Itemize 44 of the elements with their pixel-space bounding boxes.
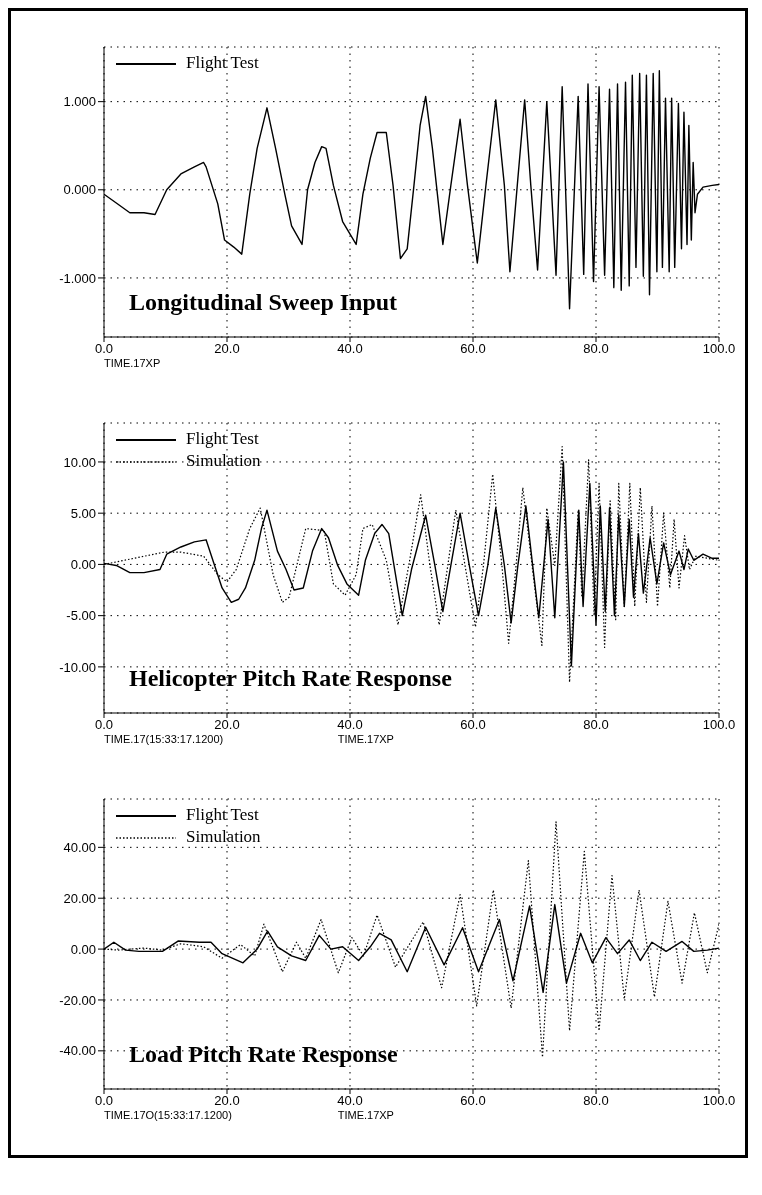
text: Load Pitch Rate Response <box>129 1041 398 1068</box>
x-tick-label: 100.0 <box>702 1093 736 1109</box>
y-tick-label: 5.00 <box>70 505 96 521</box>
text: TIME.17(15:33:17.1200) <box>104 733 224 745</box>
x-tick-label: 0.0 <box>94 1093 114 1109</box>
y-tick-label: 40.00 <box>63 839 96 855</box>
y-tick-label: -40.00 <box>59 1043 96 1059</box>
x-tick-label: 20.0 <box>214 717 240 733</box>
legend-label: Flight Test <box>186 429 259 449</box>
text: Longitudinal Sweep Input <box>129 289 398 316</box>
x-tick-label: 60.0 <box>460 341 486 357</box>
x-tick-label: 20.0 <box>214 1093 240 1109</box>
x-tick-label: 60.0 <box>460 717 486 733</box>
x-tick-label: 60.0 <box>460 1093 486 1109</box>
x-tick-label: 100.0 <box>702 341 736 357</box>
text: TIME.17XP <box>337 1109 394 1121</box>
x-tick-label: 20.0 <box>214 341 240 357</box>
y-tick-label: 20.00 <box>63 890 96 906</box>
text: TIME.17XP <box>104 357 161 369</box>
y-tick-label: 1.000 <box>63 94 96 110</box>
y-tick-label: 0.000 <box>63 182 96 198</box>
text: TIME.17XP <box>337 733 394 745</box>
x-tick-label: 40.0 <box>337 717 363 733</box>
x-tick-label: 40.0 <box>337 341 363 357</box>
y-tick-label: -10.00 <box>59 659 96 675</box>
y-tick-label: 10.00 <box>63 454 96 470</box>
x-tick-label: 80.0 <box>583 717 609 733</box>
x-tick-label: 80.0 <box>583 341 609 357</box>
y-tick-label: 0.00 <box>70 941 96 957</box>
y-tick-label: -20.00 <box>59 992 96 1008</box>
x-tick-label: 0.0 <box>94 341 114 357</box>
legend-label: Simulation <box>186 451 261 471</box>
y-tick-label: 0.00 <box>70 557 96 573</box>
y-tick-label: -5.00 <box>66 608 96 624</box>
y-tick-label: -1.000 <box>59 270 96 286</box>
legend-label: Flight Test <box>186 805 259 825</box>
legend-label: Simulation <box>186 827 261 847</box>
legend-label: Flight Test <box>186 53 259 73</box>
x-tick-label: 100.0 <box>702 717 736 733</box>
x-tick-label: 40.0 <box>337 1093 363 1109</box>
x-tick-label: 80.0 <box>583 1093 609 1109</box>
text: TIME.17O(15:33:17.1200) <box>104 1109 232 1121</box>
text: Helicopter Pitch Rate Response <box>129 665 452 692</box>
x-tick-label: 0.0 <box>94 717 114 733</box>
